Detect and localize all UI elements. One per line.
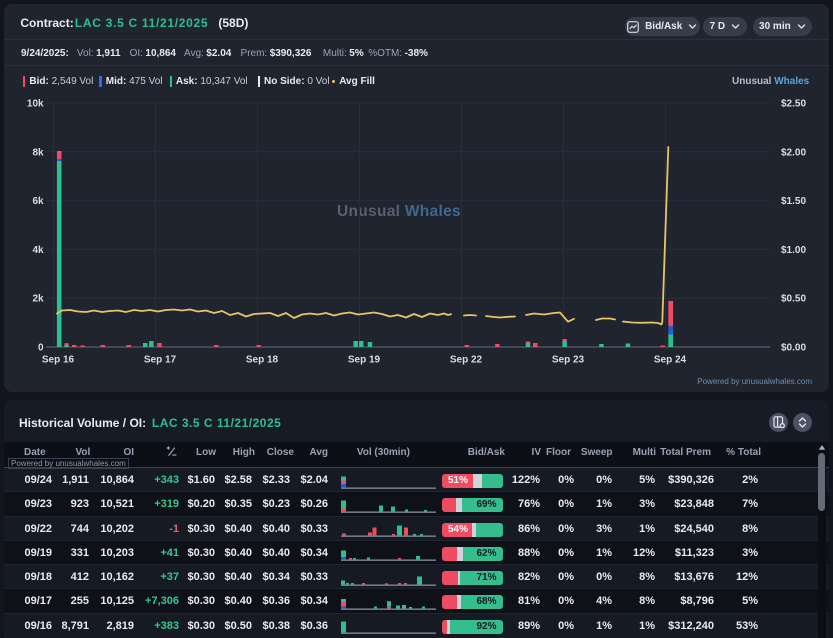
svg-text:$0.50: $0.50 [781, 294, 806, 305]
svg-text:Sep 18: Sep 18 [246, 355, 279, 366]
svg-text:Sep 16: Sep 16 [42, 355, 75, 366]
svg-text:4k: 4k [32, 245, 44, 256]
svg-text:6k: 6k [32, 196, 44, 207]
svg-text:10k: 10k [27, 99, 44, 110]
svg-text:2k: 2k [32, 294, 44, 305]
svg-text:Sep 19: Sep 19 [348, 355, 381, 366]
svg-text:$0.00: $0.00 [781, 343, 806, 354]
svg-text:$2.50: $2.50 [781, 99, 806, 110]
svg-text:$1.00: $1.00 [781, 245, 806, 256]
svg-text:$2.00: $2.00 [781, 147, 806, 158]
svg-text:Sep 24: Sep 24 [654, 355, 687, 366]
svg-text:$1.50: $1.50 [781, 196, 806, 207]
svg-text:0: 0 [38, 343, 44, 354]
svg-text:Sep 22: Sep 22 [450, 355, 483, 366]
svg-text:Sep 23: Sep 23 [552, 355, 585, 366]
svg-text:Sep 17: Sep 17 [144, 355, 177, 366]
svg-text:8k: 8k [32, 147, 44, 158]
